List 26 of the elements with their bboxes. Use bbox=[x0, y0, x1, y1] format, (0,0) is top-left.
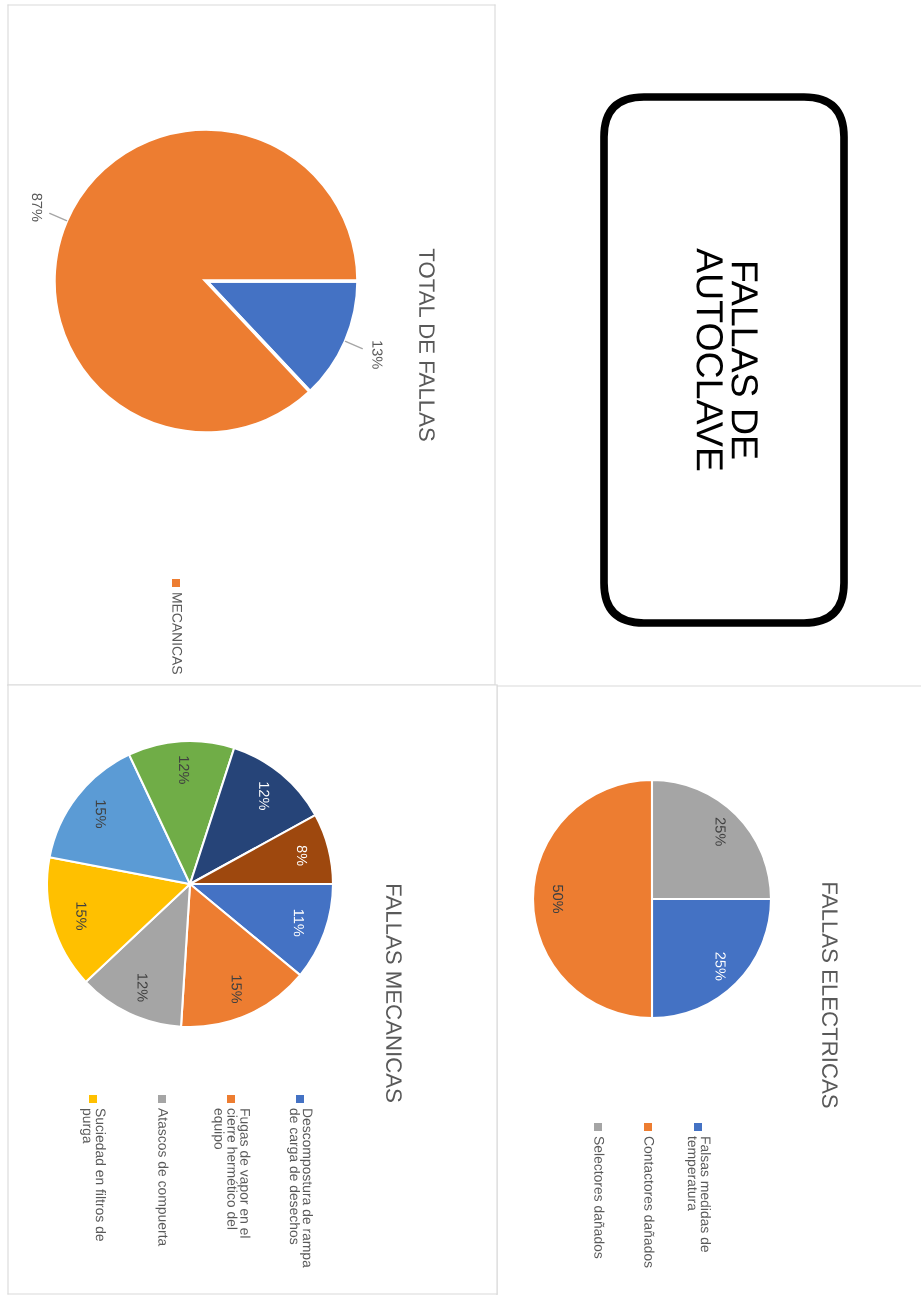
data-label: 11% bbox=[293, 909, 304, 937]
data-label: 50% bbox=[552, 884, 564, 914]
legend-label: MECANICAS bbox=[172, 593, 183, 674]
pie-slice bbox=[52, 127, 360, 435]
data-label: 25% bbox=[715, 817, 726, 846]
data-label: 87% bbox=[31, 193, 43, 222]
text: TOTAL DE FALLAS bbox=[419, 248, 435, 441]
data-label: 15% bbox=[95, 800, 106, 828]
legend-label: Descompostura de rampa de carga de desechos bbox=[287, 1108, 313, 1268]
data-label: 15% bbox=[76, 902, 87, 930]
data-label: 25% bbox=[715, 952, 726, 981]
legend-label: Selectores dañados bbox=[594, 1136, 605, 1259]
legend-label: Fugas de vapor en el cierre hermético del equipo bbox=[211, 1108, 251, 1238]
data-label: 12% bbox=[259, 782, 270, 810]
legend-label: Contactores dañados bbox=[644, 1136, 655, 1268]
text: FALLAS MECANICAS bbox=[386, 884, 402, 1102]
data-label: 8% bbox=[296, 845, 308, 866]
legend-label: Suciedad en filtros de purga bbox=[80, 1108, 106, 1241]
legend-label: Atascos de compuerta bbox=[155, 1108, 169, 1247]
text: FALLAS DE AUTOCLAVE bbox=[696, 248, 758, 471]
data-label: 12% bbox=[137, 974, 148, 1002]
text: FALLAS ELECTRICAS bbox=[822, 883, 838, 1108]
data-label: 15% bbox=[231, 975, 242, 1004]
data-label: 13% bbox=[372, 341, 383, 369]
data-label: 12% bbox=[178, 756, 190, 784]
legend-label: Falsas medidas de temperatura bbox=[685, 1136, 711, 1252]
